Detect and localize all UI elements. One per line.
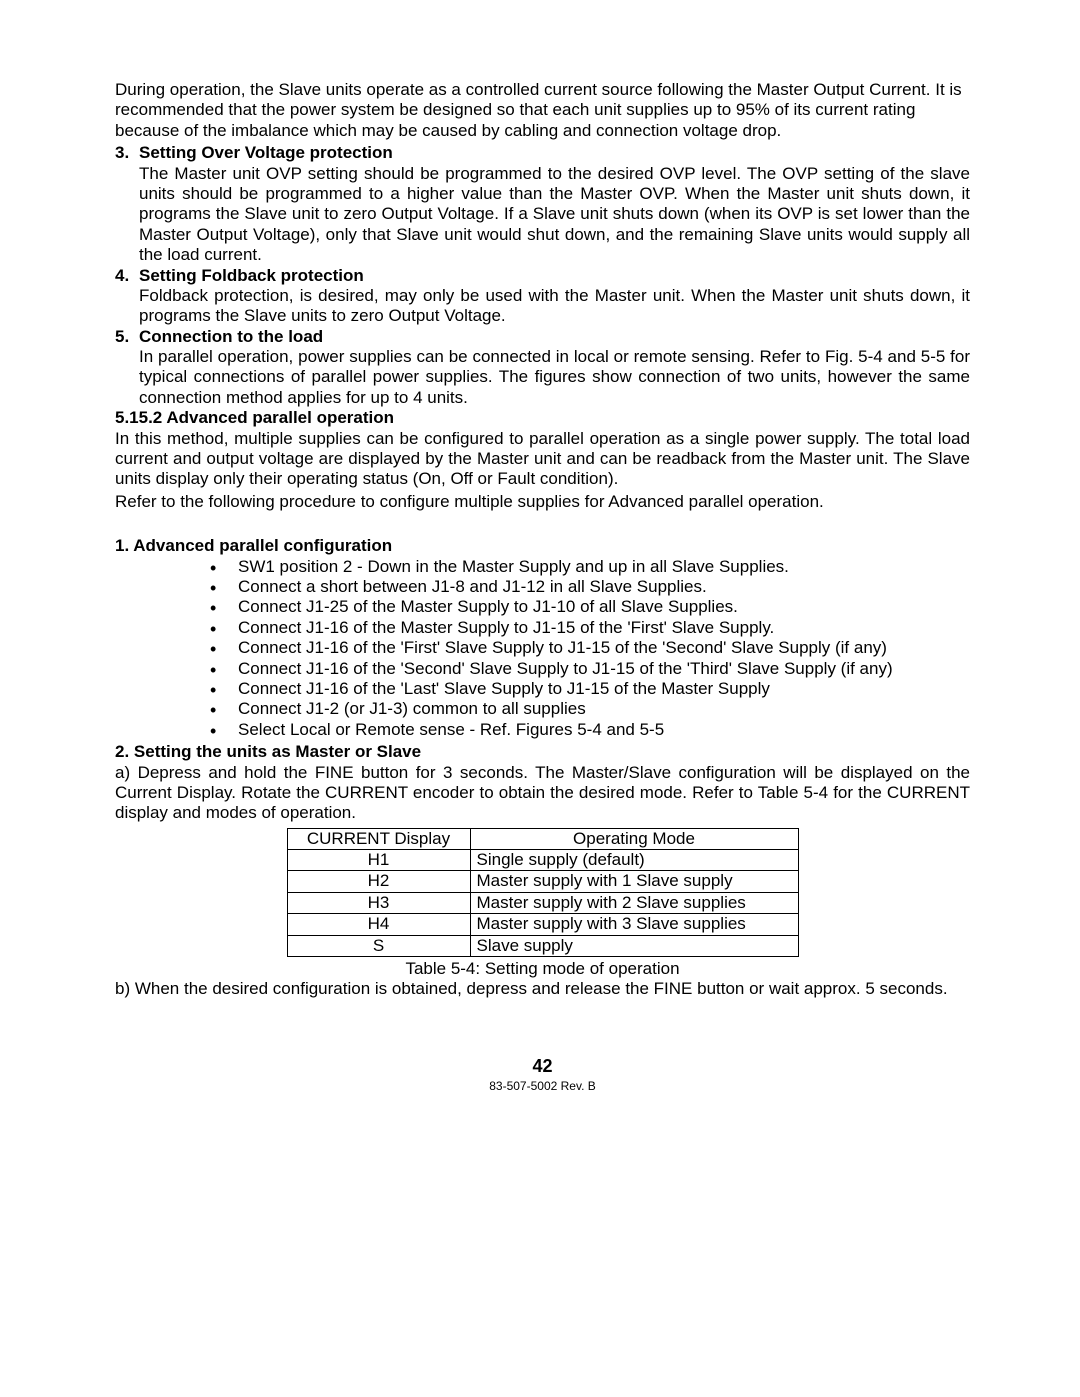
table-header: CURRENT Display — [287, 828, 470, 849]
table-row: H4 Master supply with 3 Slave supplies — [287, 914, 798, 935]
table-row: H1 Single supply (default) — [287, 850, 798, 871]
table-caption: Table 5-4: Setting mode of operation — [115, 959, 970, 979]
bullet-item: Connect J1-25 of the Master Supply to J1… — [210, 597, 970, 617]
item-title: Connection to the load — [139, 327, 970, 347]
table-cell: H1 — [287, 850, 470, 871]
bullet-item: Select Local or Remote sense - Ref. Figu… — [210, 720, 970, 740]
table-header-row: CURRENT Display Operating Mode — [287, 828, 798, 849]
bullet-item: Connect J1-16 of the 'Second' Slave Supp… — [210, 659, 970, 679]
list-item-3: 3. Setting Over Voltage protection The M… — [115, 143, 970, 265]
table-row: S Slave supply — [287, 935, 798, 956]
item-body: The Master unit OVP setting should be pr… — [139, 164, 970, 266]
list-item-5: 5. Connection to the load In parallel op… — [115, 327, 970, 409]
table-cell: H2 — [287, 871, 470, 892]
page-number: 42 — [115, 1056, 970, 1078]
bullet-item: Connect J1-2 (or J1-3) common to all sup… — [210, 699, 970, 719]
table-row: H2 Master supply with 1 Slave supply — [287, 871, 798, 892]
table-row: H3 Master supply with 2 Slave supplies — [287, 892, 798, 913]
item-number: 5. — [115, 327, 139, 409]
intro-paragraph: During operation, the Slave units operat… — [115, 80, 970, 141]
table-cell: Single supply (default) — [470, 850, 798, 871]
setting-a: a) Depress and hold the FINE button for … — [115, 763, 970, 824]
item-number: 3. — [115, 143, 139, 265]
table-cell: Master supply with 2 Slave supplies — [470, 892, 798, 913]
table-cell: H3 — [287, 892, 470, 913]
operating-mode-table: CURRENT Display Operating Mode H1 Single… — [287, 828, 799, 957]
bullet-item: Connect a short between J1-8 and J1-12 i… — [210, 577, 970, 597]
table-header: Operating Mode — [470, 828, 798, 849]
section-5-15-2-heading: 5.15.2 Advanced parallel operation — [115, 408, 970, 428]
section-5-15-2-p1: In this method, multiple supplies can be… — [115, 429, 970, 490]
bullet-item: SW1 position 2 - Down in the Master Supp… — [210, 557, 970, 577]
item-body: In parallel operation, power supplies ca… — [139, 347, 970, 408]
item-title: Setting Foldback protection — [139, 266, 970, 286]
config-bullets: SW1 position 2 - Down in the Master Supp… — [115, 557, 970, 741]
bullet-item: Connect J1-16 of the 'First' Slave Suppl… — [210, 638, 970, 658]
item-title: Setting Over Voltage protection — [139, 143, 970, 163]
bullet-item: Connect J1-16 of the 'Last' Slave Supply… — [210, 679, 970, 699]
table-cell: Slave supply — [470, 935, 798, 956]
bullet-item: Connect J1-16 of the Master Supply to J1… — [210, 618, 970, 638]
item-body: Foldback protection, is desired, may onl… — [139, 286, 970, 327]
table-cell: Master supply with 3 Slave supplies — [470, 914, 798, 935]
setting-b: b) When the desired configuration is obt… — [115, 979, 970, 999]
section-5-15-2-p2: Refer to the following procedure to conf… — [115, 492, 970, 512]
list-item-4: 4. Setting Foldback protection Foldback … — [115, 266, 970, 327]
table-cell: H4 — [287, 914, 470, 935]
doc-revision: 83-507-5002 Rev. B — [115, 1079, 970, 1093]
numbered-list: 3. Setting Over Voltage protection The M… — [115, 143, 970, 408]
setting-heading: 2. Setting the units as Master or Slave — [115, 742, 970, 762]
table-cell: S — [287, 935, 470, 956]
table-cell: Master supply with 1 Slave supply — [470, 871, 798, 892]
item-number: 4. — [115, 266, 139, 327]
config-heading: 1. Advanced parallel configuration — [115, 536, 970, 556]
